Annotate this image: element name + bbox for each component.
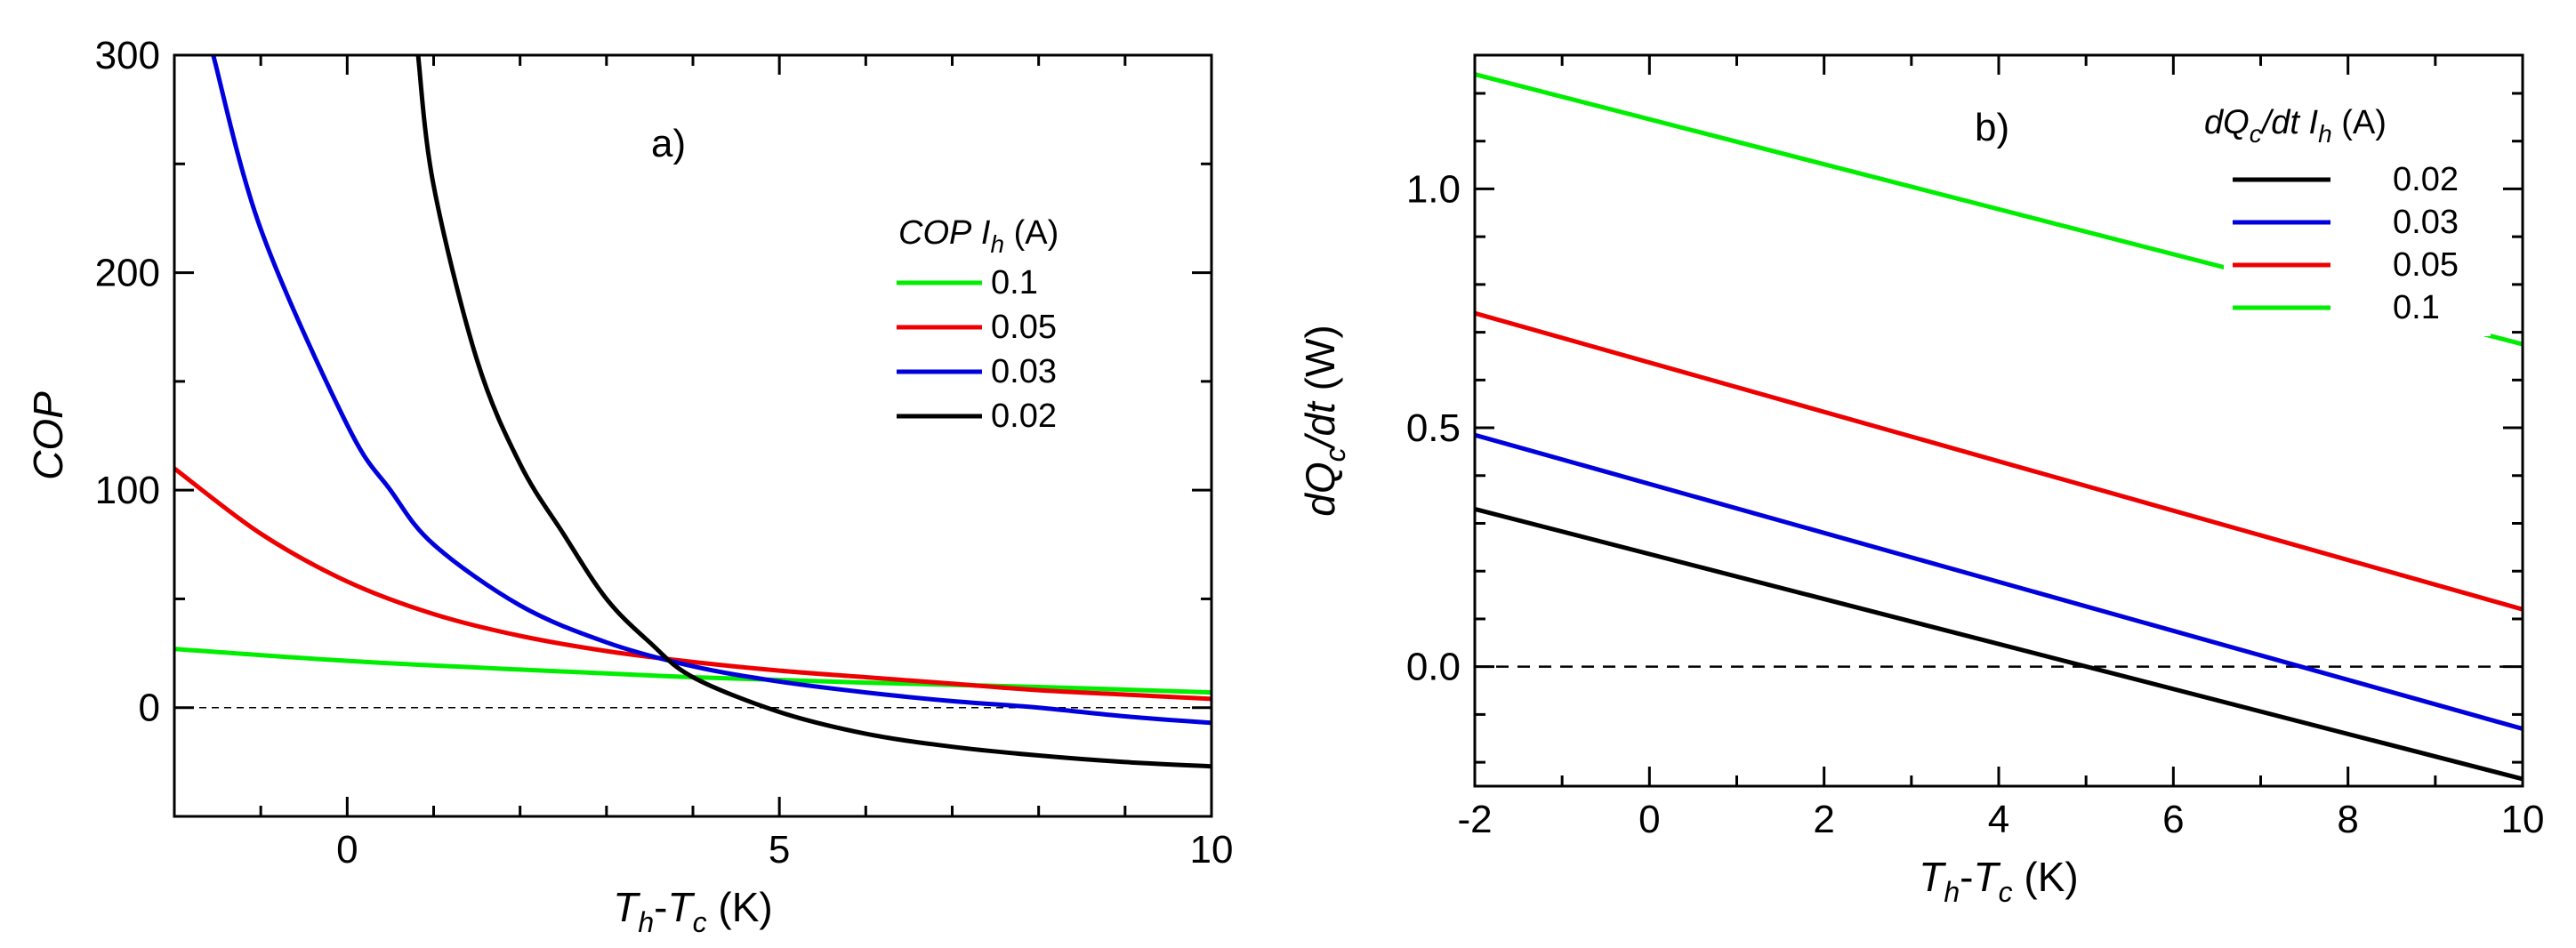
series-line-0_03 [1475, 432, 2523, 731]
y-tick-label: 0.0 [1406, 646, 1461, 689]
y-tick-label: 1.0 [1406, 167, 1461, 211]
y-tick-label: 0.5 [1406, 406, 1461, 450]
legend-entry-label: 0.05 [2393, 246, 2459, 284]
plot-frame [173, 53, 1213, 818]
y-tick-label: 300 [95, 34, 160, 77]
y-tick-label: 100 [95, 469, 160, 512]
series-line-0_05 [1475, 310, 2523, 612]
x-tick-label: 10 [1190, 828, 1234, 872]
panel-label: b) [1975, 106, 2009, 149]
series-line-0_1 [174, 647, 1212, 695]
panel-label: a) [651, 122, 686, 165]
legend-entry-label: 0.05 [991, 309, 1057, 346]
x-tick-label: 5 [769, 828, 790, 872]
y-axis-title: COP [25, 391, 71, 480]
x-tick-label: 0 [1638, 798, 1660, 841]
series-line-0_02 [1475, 506, 2523, 782]
x-tick-label: 8 [2337, 798, 2358, 841]
series-line-0_02 [415, 55, 1212, 769]
x-tick-label: 0 [336, 828, 358, 872]
legend-entry-label: 0.02 [991, 398, 1057, 435]
legend-title: COP Ih (A) [898, 214, 1059, 258]
series-line-0_05 [174, 466, 1212, 702]
legend-entry-label: 0.03 [991, 353, 1057, 390]
legend-entry-label: 0.1 [991, 264, 1038, 301]
series-line-0_03 [211, 55, 1212, 726]
y-axis-title: dQc/dt (W) [1297, 325, 1351, 516]
x-tick-label: 10 [2501, 798, 2545, 841]
legend-entry-label: 0.1 [2393, 289, 2440, 326]
x-axis-title: Th-Tc (K) [1919, 854, 2078, 908]
x-tick-label: 4 [1988, 798, 2009, 841]
legend-entry-label: 0.03 [2393, 204, 2459, 241]
x-tick-label: 2 [1813, 798, 1834, 841]
legend: COP Ih (A) 0.1 0.05 0.03 0.02 [897, 214, 1059, 435]
x-axis-title: Th-Tc (K) [613, 884, 772, 938]
legend-title: dQc/dt Ih (A) [2204, 104, 2387, 148]
y-tick-label: 0 [139, 687, 160, 730]
x-tick-label: 6 [2162, 798, 2184, 841]
panel-b-cooling-power-chart: -2 0 2 4 6 8 10 0.0 0.5 1.0 Th-Tc (K) dQc/dt (W) b) d… [1297, 53, 2545, 908]
legend: dQc/dt Ih (A)0.02 0.03 0.05 0.1 [2204, 104, 2491, 336]
legend-entry-label: 0.02 [2393, 161, 2459, 198]
y-tick-label: 200 [95, 252, 160, 295]
x-tick-label: -2 [1457, 798, 1492, 841]
